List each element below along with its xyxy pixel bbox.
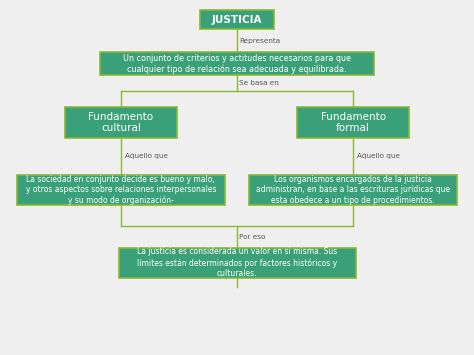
Text: JUSTICIA: JUSTICIA (212, 15, 262, 24)
Text: Los organismos encargados de la justicia
administran, en base a las escrituras j: Los organismos encargados de la justicia… (256, 175, 450, 205)
FancyBboxPatch shape (65, 107, 176, 137)
Text: Fundamento
cultural: Fundamento cultural (88, 112, 154, 133)
FancyBboxPatch shape (100, 52, 374, 75)
Text: Un conjunto de criterios y actitudes necesarios para que
cualquier tipo de relac: Un conjunto de criterios y actitudes nec… (123, 54, 351, 74)
Text: Aquello que: Aquello que (125, 153, 168, 159)
Text: Por eso: Por eso (239, 234, 266, 240)
Text: La sociedad en conjunto decide es bueno y malo,
y otros aspectos sobre relacione: La sociedad en conjunto decide es bueno … (26, 175, 216, 205)
FancyBboxPatch shape (249, 175, 457, 205)
Text: Se basa en: Se basa en (239, 81, 279, 86)
Text: Aquello que: Aquello que (357, 153, 400, 159)
FancyBboxPatch shape (118, 248, 356, 278)
FancyBboxPatch shape (200, 10, 274, 29)
FancyBboxPatch shape (298, 107, 409, 137)
Text: Representa: Representa (239, 38, 281, 44)
FancyBboxPatch shape (17, 175, 225, 205)
Text: La justicia es considerada un valor en si misma. Sus
límites están determinados : La justicia es considerada un valor en s… (137, 247, 337, 278)
Text: Fundamento
formal: Fundamento formal (320, 112, 386, 133)
